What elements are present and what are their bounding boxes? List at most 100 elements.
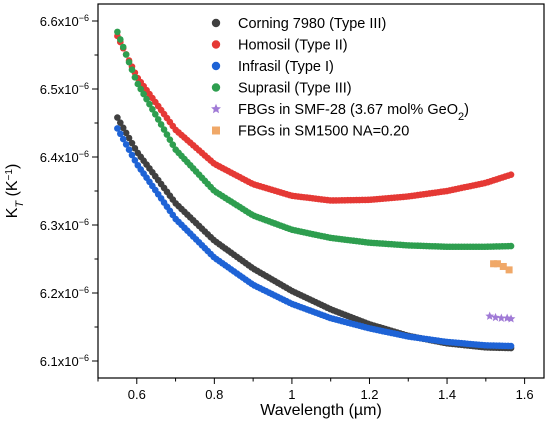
data-point [505, 266, 513, 274]
data-point [140, 90, 147, 98]
data-point [117, 130, 124, 138]
y-tick-label: 6.4x10−6 [40, 149, 89, 165]
data-point [134, 80, 142, 88]
data-point [163, 131, 171, 138]
y-tick-mantissa: 6.3x10 [40, 218, 79, 233]
x-tick-label: 1.2 [360, 387, 378, 402]
data-marks [114, 28, 516, 352]
data-point [128, 139, 136, 147]
data-point [485, 311, 495, 320]
legend-label: FBGs in SM1500 NA=0.20 [238, 124, 409, 140]
legend-marker [211, 103, 221, 114]
series-4 [485, 311, 516, 323]
data-point [114, 28, 121, 36]
y-tick-label: 6.1x10−6 [40, 353, 89, 369]
legend-item: FBGs in SM1500 NA=0.20 [212, 124, 409, 140]
legend-label: Infrasil (Type I) [238, 59, 334, 75]
data-point [125, 134, 133, 142]
data-point [154, 116, 162, 123]
legend-marker [211, 83, 221, 92]
legend-marker [211, 40, 221, 49]
y-tick-label: 6.6x10−6 [40, 13, 89, 29]
legend-label: FBGs in SMF-28 (3.67 mol% GeO2) [238, 102, 469, 123]
axis-ticks: 0.6 0.8 1 1.2 1.4 1.66.1x10−66.2x10−66.3x10−6… [40, 13, 534, 402]
y-axis-title-sub: T [14, 200, 26, 208]
legend-label: Suprasil (Type III) [238, 81, 352, 97]
data-point [491, 312, 500, 322]
legend-item: Corning 7980 (Type III) [211, 16, 386, 32]
legend-label-sub: 2 [458, 111, 464, 123]
x-tick-label: 1.6 [516, 387, 534, 402]
data-point [143, 95, 150, 103]
legend-marker [211, 18, 221, 28]
data-point [493, 260, 501, 268]
data-point [160, 126, 168, 133]
series-3 [114, 28, 515, 251]
legend-label: Corning 7980 (Type III) [238, 16, 386, 32]
y-tick-mantissa: 6.1x10 [40, 354, 79, 369]
legend: Corning 7980 (Type III) Homosil (Type II)… [211, 16, 469, 140]
y-tick-mantissa: 6.2x10 [40, 286, 79, 301]
series-2 [114, 125, 515, 350]
y-tick-label: 6.3x10−6 [40, 217, 89, 233]
y-tick-exponent: −6 [79, 217, 89, 227]
data-point [128, 151, 136, 159]
data-point [507, 242, 515, 250]
data-point [125, 146, 133, 154]
data-point [119, 135, 127, 143]
y-tick-exponent: −6 [79, 353, 89, 363]
y-tick-mantissa: 6.5x10 [40, 82, 79, 97]
y-tick-exponent: −6 [79, 13, 89, 23]
legend-label-close: ) [464, 102, 469, 118]
data-point [125, 58, 133, 66]
y-axis-title-main: K [4, 207, 21, 218]
x-tick-label: 0.8 [205, 387, 223, 402]
y-axis-title: KT (K−1) [4, 164, 27, 219]
data-point [152, 111, 159, 118]
legend-item: Infrasil (Type I) [211, 59, 334, 75]
data-point [146, 100, 153, 108]
data-point [119, 43, 127, 51]
data-point [507, 171, 515, 178]
y-tick-label: 6.5x10−6 [40, 81, 89, 97]
data-point [490, 260, 498, 268]
data-point [114, 114, 121, 121]
data-point [122, 141, 130, 148]
series-5 [490, 260, 513, 274]
y-axis-title-close: ) [4, 164, 21, 169]
data-point [157, 121, 165, 128]
x-tick-label: 1.4 [438, 387, 456, 402]
data-point [137, 85, 145, 93]
x-tick-label: 0.6 [128, 387, 146, 402]
legend-label-main: FBGs in SMF-28 (3.67 mol% GeO [238, 102, 458, 118]
data-point [499, 262, 507, 270]
data-point [507, 342, 515, 350]
y-tick-exponent: −6 [79, 81, 89, 91]
legend-item: Suprasil (Type III) [211, 81, 352, 97]
data-point [117, 119, 124, 126]
legend-label: Homosil (Type II) [238, 38, 348, 54]
legend-item: Homosil (Type II) [211, 38, 348, 54]
data-point [149, 105, 156, 113]
data-point [506, 314, 516, 323]
data-point [131, 157, 139, 164]
data-point [131, 73, 139, 81]
data-point [496, 313, 506, 322]
y-axis-title-exp: −1 [4, 169, 15, 181]
data-point [119, 124, 127, 132]
data-point [122, 129, 130, 137]
legend-item: FBGs in SMF-28 (3.67 mol% GeO2) [211, 102, 469, 123]
data-point [128, 66, 136, 74]
y-axis-title-paren: (K [4, 180, 21, 201]
legend-marker [211, 61, 221, 71]
x-tick-label: 1 [288, 387, 295, 402]
y-tick-mantissa: 6.6x10 [40, 14, 79, 29]
legend-marker [212, 126, 220, 135]
data-point [114, 125, 121, 132]
y-tick-label: 6.2x10−6 [40, 285, 89, 301]
x-axis-title: Wavelength (µm) [260, 402, 382, 419]
y-tick-exponent: −6 [79, 285, 89, 295]
data-point [122, 51, 130, 58]
